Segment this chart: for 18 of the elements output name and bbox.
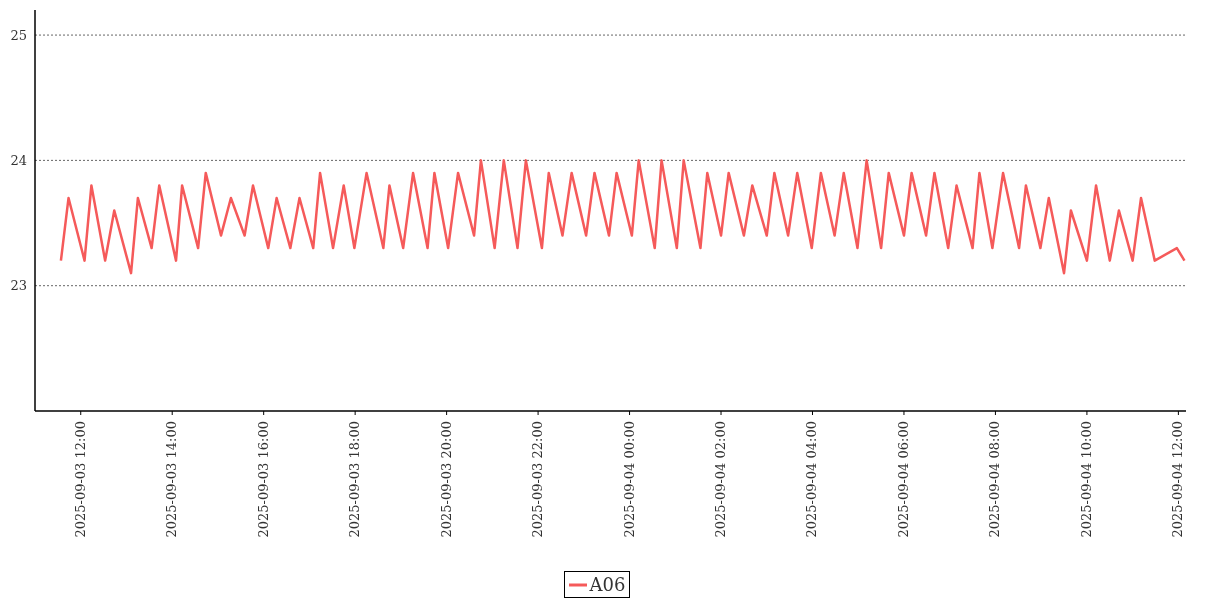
x-tick-label: 2025-09-04 00:00 (621, 421, 637, 538)
x-tick-label: 2025-09-03 14:00 (164, 421, 180, 538)
x-tick-label: 2025-09-04 12:00 (1170, 421, 1186, 538)
x-tick-label: 2025-09-03 16:00 (255, 421, 271, 538)
x-tick-label: 2025-09-03 22:00 (530, 421, 546, 538)
y-tick-label: 25 (10, 27, 27, 43)
x-tick-label: 2025-09-03 12:00 (72, 421, 88, 538)
x-tick-label: 2025-09-04 04:00 (804, 421, 820, 538)
y-tick-label: 23 (10, 278, 27, 294)
x-tick-label: 2025-09-03 18:00 (347, 421, 363, 538)
x-tick-label: 2025-09-04 02:00 (713, 421, 729, 538)
line-series (59, 159, 1186, 275)
x-tick-label: 2025-09-03 20:00 (438, 421, 454, 538)
x-tick-label: 2025-09-04 06:00 (895, 421, 911, 538)
y-tick-label: 24 (10, 152, 27, 168)
x-tick-label: 2025-09-04 10:00 (1078, 421, 1094, 538)
legend-label: A06 (588, 574, 626, 595)
x-tick-label: 2025-09-04 08:00 (987, 421, 1003, 538)
